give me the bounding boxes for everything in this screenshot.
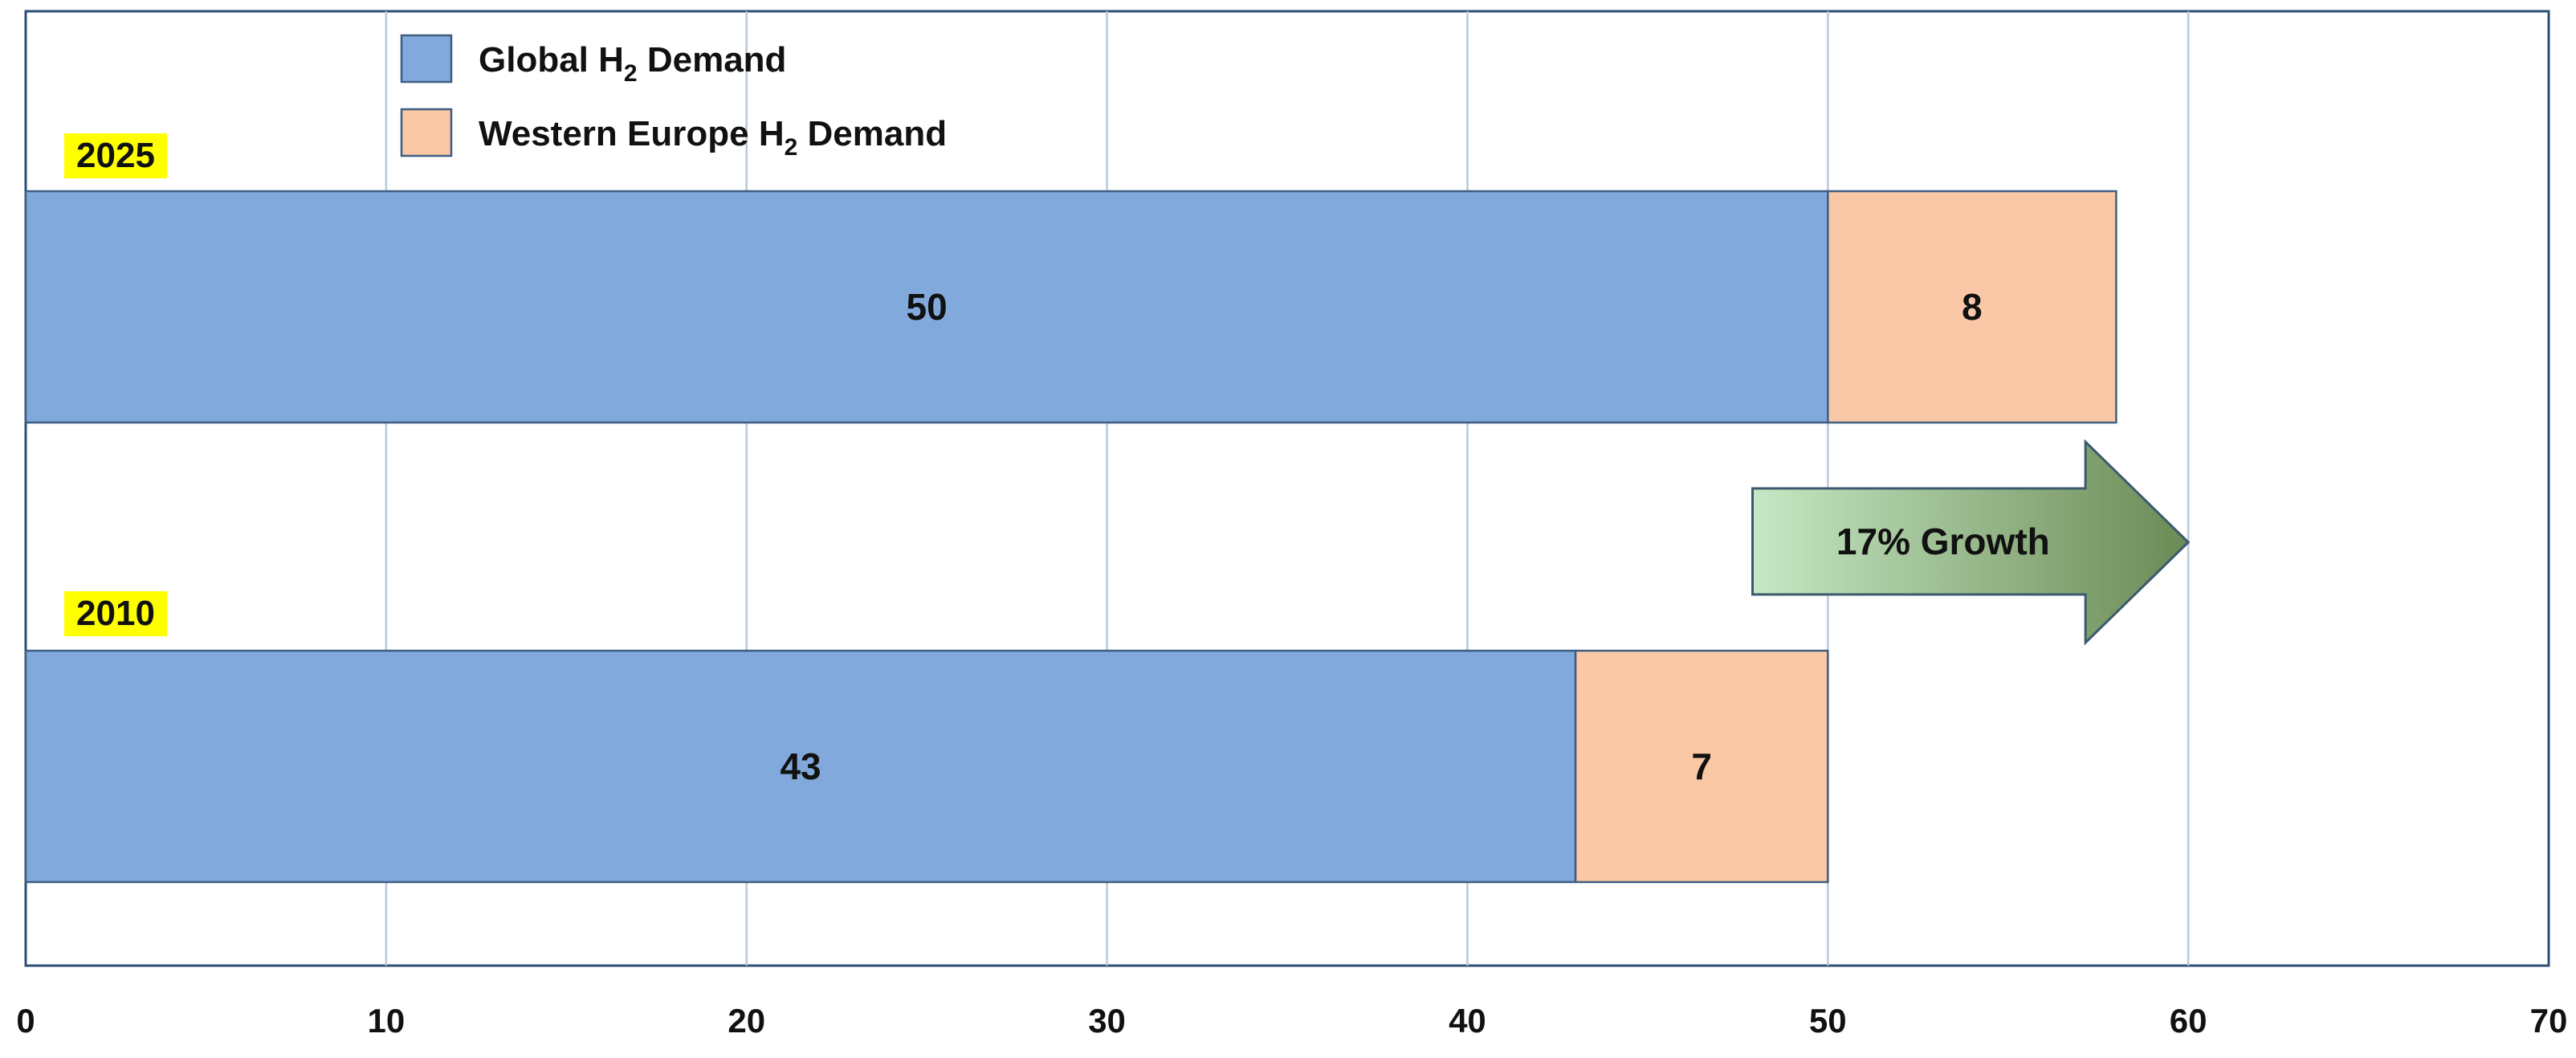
x-tick-label-20: 20 <box>728 1002 765 1040</box>
data-label-2010-series-2: 7 <box>1691 746 1712 787</box>
legend-label-2-main: Western Europe H <box>479 114 785 153</box>
bars: 50 8 2025 43 7 2010 <box>24 133 2117 884</box>
growth-annotation: 17% Growth <box>1751 439 2191 646</box>
category-label-2025: 2025 <box>76 136 155 175</box>
data-label-2010-series-1: 43 <box>780 746 821 787</box>
legend-swatch-2 <box>400 108 453 157</box>
x-tick-label-70: 70 <box>2530 1002 2568 1040</box>
category-label-2010: 2010 <box>76 594 155 633</box>
x-tick-label-50: 50 <box>1809 1002 1847 1040</box>
legend-label-1-suffix: Demand <box>638 40 787 80</box>
x-tick-label-30: 30 <box>1088 1002 1126 1040</box>
growth-arrow <box>1751 439 2191 646</box>
bar-2010-series-1 <box>24 649 1577 884</box>
category-highlight-2025 <box>64 133 167 178</box>
legend-label-1-subscript: 2 <box>624 60 638 87</box>
x-tick-label-60: 60 <box>2170 1002 2207 1040</box>
category-highlight-2010 <box>64 591 167 636</box>
bar-2025-series-2 <box>1827 190 2117 424</box>
legend-label-2: Western Europe H2 Demand <box>479 114 947 161</box>
bar-2010-series-2 <box>1574 649 1829 884</box>
x-tick-label-0: 0 <box>16 1002 35 1040</box>
x-axis: 0 10 20 30 40 50 60 70 <box>16 1002 2567 1040</box>
growth-annotation-label: 17% Growth <box>1836 521 2050 562</box>
legend-swatch-1 <box>400 34 453 84</box>
data-label-2025-series-2: 8 <box>1962 286 1983 328</box>
legend-label-2-subscript: 2 <box>785 134 798 161</box>
legend-label-1-main: Global H <box>479 40 624 80</box>
x-tick-label-10: 10 <box>367 1002 405 1040</box>
legend-label-2-suffix: Demand <box>797 114 947 153</box>
x-tick-label-40: 40 <box>1449 1002 1486 1040</box>
legend-label-1: Global H2 Demand <box>479 40 786 87</box>
data-label-2025-series-1: 50 <box>907 286 948 328</box>
